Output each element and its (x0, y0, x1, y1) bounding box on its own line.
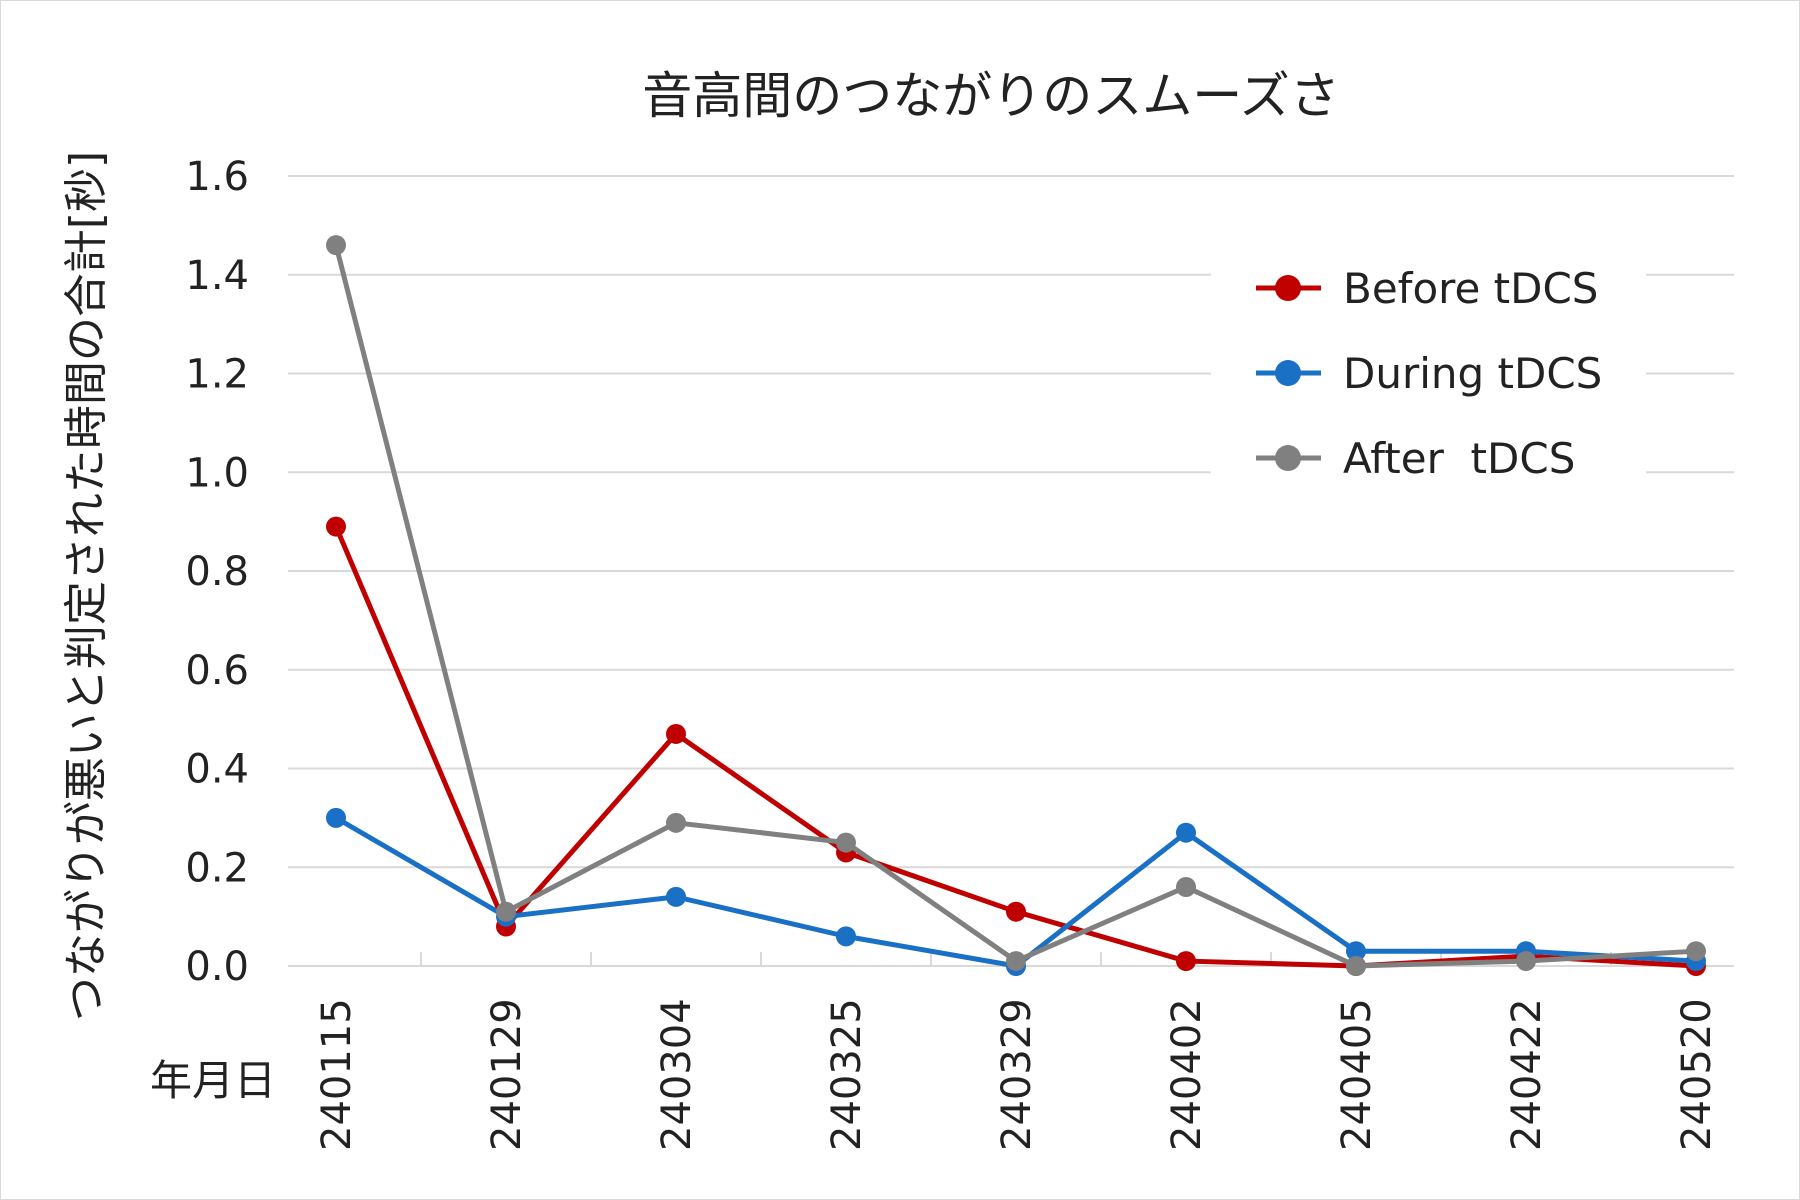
legend-label: Before tDCS (1343, 264, 1598, 313)
y-tick-label: 1.0 (185, 450, 249, 496)
data-point (1006, 951, 1026, 972)
legend-item: Before tDCS (1256, 264, 1598, 313)
series-before-tdcs (326, 516, 1706, 976)
y-tick-label: 0.6 (185, 648, 249, 694)
y-tick-label: 1.2 (185, 352, 249, 398)
y-axis-title: つながりが悪いと判定された時間の合計[秒] (61, 151, 112, 1021)
data-point (496, 901, 516, 922)
y-tick-label: 0.8 (185, 549, 249, 595)
x-tick-label: 240405 (1334, 998, 1380, 1151)
data-point (1516, 951, 1536, 972)
chart-title: 音高間のつながりのスムーズさ (642, 67, 1340, 125)
legend-label: During tDCS (1343, 349, 1602, 398)
legend-swatch-marker (1275, 275, 1301, 301)
series-after-tdcs (326, 235, 1706, 976)
legend-item: During tDCS (1256, 349, 1602, 398)
x-tick-label: 240129 (484, 998, 530, 1151)
x-tick-label: 240422 (1504, 998, 1550, 1151)
data-point (326, 235, 346, 256)
series-during-tdcs (326, 807, 1706, 976)
data-point (666, 812, 686, 833)
x-tick-label: 240115 (314, 998, 360, 1151)
data-point (1176, 877, 1196, 897)
series-line (333, 525, 1697, 969)
x-tick-label: 240520 (1674, 998, 1720, 1151)
data-point (1686, 941, 1706, 962)
data-point (666, 723, 686, 744)
x-tick-label: 240325 (824, 998, 870, 1151)
data-point (1346, 956, 1366, 976)
data-point (836, 832, 856, 853)
y-tick-label: 0.4 (185, 747, 249, 793)
data-point (326, 516, 346, 537)
data-point (666, 886, 686, 907)
legend-item: After tDCS (1256, 434, 1575, 483)
y-tick-label: 0.2 (185, 845, 249, 891)
data-point (1346, 941, 1366, 962)
legend-swatch-marker (1275, 445, 1301, 471)
y-tick-label: 1.4 (185, 253, 249, 299)
data-point (836, 926, 856, 947)
x-tick-label: 240402 (1164, 998, 1210, 1151)
data-point (326, 807, 346, 828)
legend-swatch-marker (1275, 360, 1301, 386)
x-tick-label: 240329 (994, 998, 1040, 1151)
data-point (1176, 951, 1196, 972)
legend-label: After tDCS (1343, 434, 1575, 483)
x-tick-label: 240304 (654, 998, 700, 1151)
x-axis-title: 年月日 (150, 1056, 276, 1105)
data-point (1006, 901, 1026, 922)
data-point (1176, 822, 1196, 843)
y-tick-label: 0.0 (185, 944, 249, 990)
y-tick-label: 1.6 (185, 154, 249, 200)
